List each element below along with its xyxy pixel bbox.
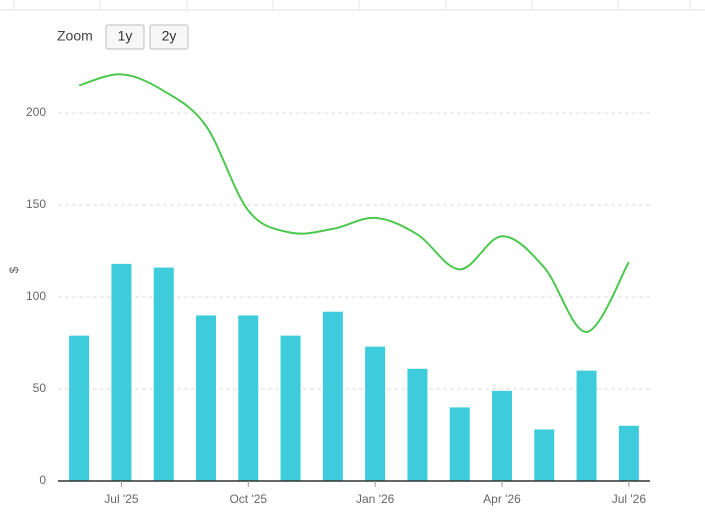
y-tick-label: 150: [26, 197, 46, 211]
bar: [238, 315, 259, 481]
bar: [365, 346, 386, 481]
bar: [576, 370, 597, 481]
bar: [449, 407, 470, 481]
bar: [153, 267, 174, 481]
bar: [492, 390, 512, 481]
x-tick-label: Jul '26: [612, 492, 647, 506]
x-tick-label: Oct '25: [229, 492, 267, 506]
bar: [196, 315, 216, 481]
y-axis-title: $: [7, 266, 21, 273]
bar: [618, 425, 639, 481]
x-tick-label: Jul '25: [104, 492, 139, 506]
zoom-button-label[interactable]: 2y: [162, 28, 177, 44]
zoom-button-label[interactable]: 1y: [118, 28, 133, 44]
y-tick-label: 50: [33, 381, 47, 395]
zoom-button[interactable]: [105, 24, 145, 50]
bar: [280, 335, 301, 481]
bar: [322, 311, 343, 481]
y-tick-label: 200: [26, 105, 46, 119]
x-tick-label: Jan '26: [356, 492, 395, 506]
top-strip: [0, 0, 705, 11]
bar: [407, 368, 428, 481]
line: [78, 73, 630, 333]
bar: [111, 263, 132, 481]
zoom-label: Zoom: [57, 28, 93, 44]
bar: [534, 429, 555, 481]
zoom-button[interactable]: [149, 24, 189, 50]
x-tick-label: Apr '26: [483, 492, 521, 506]
y-tick-label: 100: [26, 289, 46, 303]
bar: [69, 335, 90, 481]
y-tick-label: 0: [39, 473, 46, 487]
